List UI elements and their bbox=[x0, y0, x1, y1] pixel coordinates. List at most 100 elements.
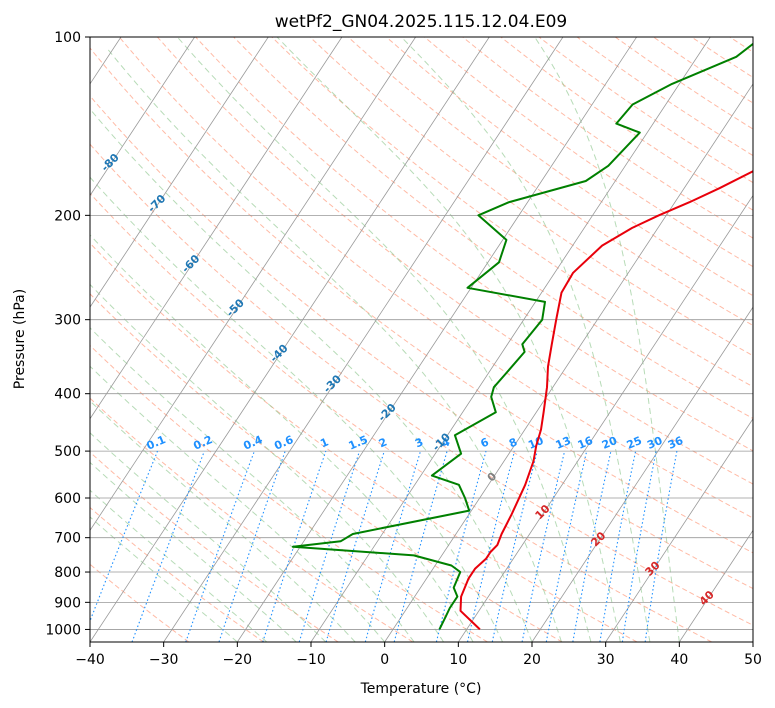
mixing-ratio-label: 16 bbox=[576, 434, 595, 452]
dry-adiabat bbox=[729, 37, 753, 53]
y-tick-label: 700 bbox=[54, 531, 81, 547]
mixing-ratio-line bbox=[218, 450, 286, 642]
data-series bbox=[291, 42, 753, 631]
mixing-ratio-line bbox=[545, 450, 588, 642]
mixing-ratio-label: 10 bbox=[526, 434, 545, 452]
x-axis-label: Temperature (°C) bbox=[360, 681, 482, 697]
mixing-ratio-label: 0.1 bbox=[145, 433, 168, 453]
isotherm-label: -70 bbox=[145, 192, 168, 215]
x-tick-label: −20 bbox=[223, 652, 253, 668]
x-tick-label: 50 bbox=[744, 652, 762, 668]
dry-adiabat bbox=[90, 397, 414, 642]
dry-adiabat bbox=[90, 95, 753, 590]
dewpoint-profile-line bbox=[291, 42, 753, 630]
mixing-ratio-label: 1.5 bbox=[347, 433, 370, 453]
y-tick-label: 200 bbox=[54, 208, 81, 224]
isotherm-line bbox=[236, 37, 637, 642]
isotherm-line bbox=[90, 37, 490, 642]
isotherm-line bbox=[90, 37, 269, 308]
mixing-ratio-line bbox=[131, 450, 205, 642]
moist-adiabat bbox=[90, 234, 474, 642]
moist-adiabat bbox=[534, 37, 680, 642]
moist-adiabat bbox=[400, 37, 651, 642]
mixing-ratio-line bbox=[393, 450, 448, 642]
x-tick-label: 0 bbox=[380, 652, 389, 668]
moist-adiabat bbox=[90, 283, 445, 642]
moist-adiabat bbox=[90, 432, 327, 642]
moist-adiabat bbox=[90, 365, 386, 642]
isotherm-label: -80 bbox=[99, 151, 122, 174]
dry-adiabat bbox=[90, 242, 638, 642]
mixing-ratio-label: 8 bbox=[507, 435, 519, 450]
axes: −40 −30 −20 −10 0 10 20 30 40 5010020030040050060… bbox=[45, 30, 762, 668]
mixing-ratio-line bbox=[491, 450, 538, 642]
moist-adiabat bbox=[107, 49, 562, 642]
mixing-ratio-line bbox=[599, 450, 637, 642]
plot-frame bbox=[89, 36, 754, 643]
y-tick-label: 1000 bbox=[45, 622, 81, 638]
moist-adiabat bbox=[90, 516, 238, 642]
reference-line-labels: 0.1 0.2 0.4 0.6 1 1.5 2 3 4 6 8 10 13 16 20 25 30 36-100-… bbox=[14, 48, 717, 608]
isotherm-line bbox=[384, 83, 753, 642]
temperature-profile-line bbox=[459, 170, 753, 631]
mixing-ratio-line bbox=[325, 450, 385, 642]
dry-adiabat bbox=[462, 37, 753, 239]
moist-adiabat bbox=[90, 327, 415, 642]
mixing-ratio-label: 0.2 bbox=[191, 433, 214, 453]
dry-adiabat bbox=[118, 37, 753, 519]
dry-adiabat bbox=[386, 37, 753, 297]
isotherm-line bbox=[752, 641, 753, 642]
mixing-ratio-label: 6 bbox=[479, 435, 491, 450]
x-tick-label: 40 bbox=[670, 652, 688, 668]
dry-adiabat bbox=[691, 37, 753, 78]
x-tick-label: 20 bbox=[523, 652, 541, 668]
dry-adiabat bbox=[233, 37, 753, 419]
moist-adiabat bbox=[176, 37, 592, 642]
mixing-ratio-line bbox=[262, 450, 327, 642]
dry-adiabat bbox=[90, 47, 753, 554]
y-tick-label: 400 bbox=[54, 387, 81, 403]
mixing-ratio-line bbox=[90, 450, 159, 623]
dry-adiabat bbox=[576, 37, 753, 157]
isotherm-label: -50 bbox=[224, 296, 247, 319]
isotherm-label: -90 bbox=[56, 104, 79, 127]
dry-adiabat bbox=[90, 451, 339, 642]
y-tick-label: 900 bbox=[54, 595, 81, 611]
isotherm-line bbox=[457, 194, 753, 642]
isotherm-line bbox=[605, 418, 753, 642]
mixing-ratio-label: 25 bbox=[625, 434, 644, 452]
mixing-ratio-label: 36 bbox=[666, 434, 685, 452]
isotherm-line bbox=[163, 37, 564, 642]
chart-title: wetPf2_GN04.2025.115.12.04.E09 bbox=[275, 12, 567, 32]
mixing-ratio-label: 3 bbox=[413, 435, 425, 450]
dry-adiabat bbox=[424, 37, 753, 268]
dry-adiabat bbox=[90, 344, 488, 642]
mixing-ratio-line bbox=[521, 450, 566, 642]
isotherm-line bbox=[90, 37, 416, 532]
y-tick-label: 500 bbox=[54, 444, 81, 460]
dry-adiabat bbox=[90, 293, 563, 642]
moist-adiabat bbox=[90, 108, 533, 642]
moist-adiabat bbox=[90, 400, 356, 642]
isotherm-label: 30 bbox=[643, 558, 663, 578]
dry-adiabat bbox=[271, 37, 753, 388]
y-tick-label: 100 bbox=[54, 30, 81, 46]
dry-adiabat bbox=[157, 37, 753, 485]
isotherm-label: -30 bbox=[321, 372, 344, 395]
y-axis-label: Pressure (hPa) bbox=[12, 289, 28, 389]
mixing-ratio-line bbox=[298, 450, 361, 642]
isotherm-line bbox=[678, 529, 753, 642]
isotherm-line bbox=[310, 37, 711, 642]
dry-adiabat bbox=[768, 37, 775, 642]
dry-adiabat bbox=[309, 37, 753, 357]
mixing-ratio-label: 0.4 bbox=[241, 433, 264, 453]
mixing-ratio-line bbox=[466, 450, 516, 642]
x-tick-label: 10 bbox=[449, 652, 467, 668]
isotherm-line bbox=[90, 37, 343, 420]
y-tick-label: 800 bbox=[54, 565, 81, 581]
isotherm-label: -100 bbox=[14, 48, 43, 77]
y-tick-label: 300 bbox=[54, 313, 81, 329]
background-lines bbox=[90, 37, 775, 642]
dry-adiabat bbox=[90, 143, 753, 626]
